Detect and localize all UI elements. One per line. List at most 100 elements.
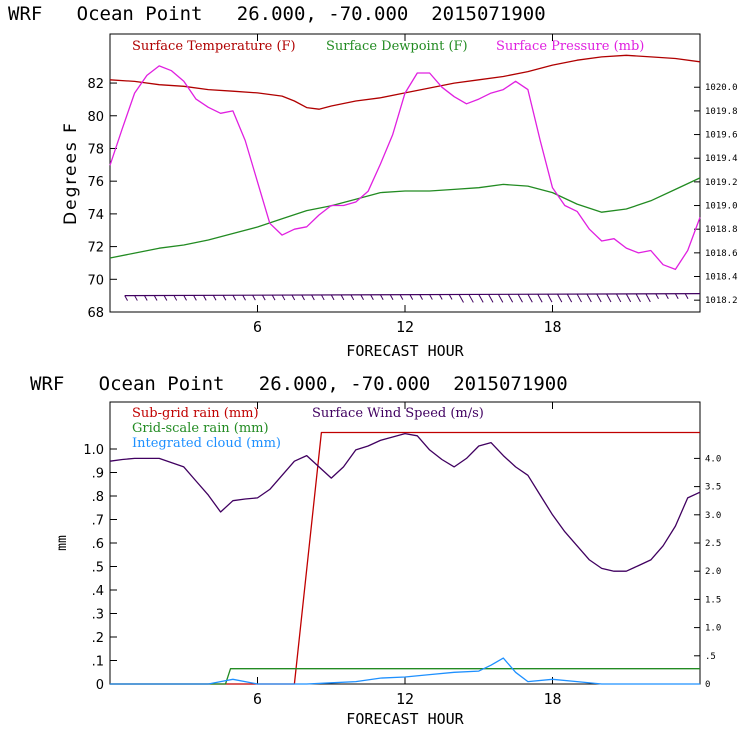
wind-barb [606,293,612,303]
x-tick-label: 18 [543,318,561,336]
wind-barb [674,293,679,299]
wind-speed-line [109,432,701,572]
x-axis-label: FORECAST HOUR [346,342,464,360]
x-tick-label: 18 [543,690,561,708]
pressure-line [109,65,701,271]
x-tick-label: 6 [253,690,262,708]
x-tick-label: 12 [396,318,414,336]
y-tick-label: 1.0 [83,443,104,458]
wind-barb [222,295,227,301]
wind-barb [143,295,148,301]
legend-wind-speed: Surface Wind Speed (m/s) [312,406,484,421]
wind-barb [134,295,138,301]
wind-barb [635,293,641,303]
x-ticks: 6 12 18 [253,34,562,336]
wind-barb [429,294,433,300]
wind-barb [311,294,315,301]
y2-tick-label: 1019.2 [705,178,738,188]
wind-barb [163,295,168,301]
y2-tick-label: 3.5 [705,483,721,493]
wind-barb [645,293,651,303]
wind-barb [242,294,246,301]
wind-barb [350,294,355,301]
y2-tick-label: 1019.6 [705,131,738,141]
legend-cloud: Integrated cloud (mm) [132,436,281,451]
legend-dewpoint: Surface Dewpoint (F) [326,39,468,54]
wind-barb [212,295,217,301]
wind-barb [271,294,276,301]
wind-barb [173,295,178,301]
wind-barb [596,293,602,303]
legend-temperature: Surface Temperature (F) [132,39,296,54]
wind-barb [438,294,443,300]
y-axis-label-2: mm [55,535,70,551]
y2-tick-label: 1018.6 [705,249,738,259]
legend-subgrid-rain: Sub-grid rain (mm) [132,406,259,421]
wind-barb [478,294,484,303]
wind-barb [615,293,622,303]
y2-tick-label: 1019.0 [705,202,738,212]
wind-barb [389,294,394,300]
y-tick-label: 74 [87,208,104,223]
x-ticks-2: 6 12 18 [253,402,562,708]
y-tick-label: 76 [87,175,104,190]
wind-barb [566,293,573,303]
wind-barb [399,294,404,300]
temperature-panel: WRF Ocean Point 26.000, -70.000 20150719… [8,3,738,360]
wind-barb [409,294,414,300]
chart-title-2: WRF Ocean Point 26.000, -70.000 20150719… [30,373,568,395]
y-tick-label: 82 [87,77,104,92]
y2-tick-label: 1.0 [705,624,721,634]
wind-barb [261,294,266,301]
y2-tick-label: .5 [705,652,716,662]
wind-barb [291,294,296,301]
wind-barb [586,293,592,303]
series-lines [109,54,701,271]
wind-barb-baseline [124,293,701,297]
wind-barb [193,295,197,301]
wind-barb [468,294,474,303]
wind-barb [153,295,158,301]
wind-barb [232,294,237,301]
wind-barb [340,294,345,301]
y-tick-label: 68 [87,306,104,321]
x-tick-label: 12 [396,690,414,708]
wind-barb [556,293,563,303]
x-axis-label-2: FORECAST HOUR [346,710,464,728]
wind-barb [281,294,286,301]
y2-tick-label: 3.0 [705,511,721,521]
y2-tick-label: 2.0 [705,567,721,577]
wind-barb [527,293,533,303]
x-tick-label: 6 [253,318,262,336]
y-tick-label: 72 [87,241,104,256]
series-lines-2 [109,431,701,685]
wind-barb [183,295,187,301]
wind-barb [547,293,553,303]
wind-barb [202,295,207,301]
plot-frame [109,33,701,313]
y-tick-label: 70 [87,273,104,288]
y-ticks: 68 70 72 74 76 78 80 82 [87,77,117,321]
wind-barb [320,294,325,301]
y-tick-label: 0 [96,678,104,693]
wind-barb [497,294,504,303]
wind-barb [458,294,464,303]
y-tick-label: .6 [92,537,104,552]
y-tick-label: .2 [92,631,104,646]
y-tick-label: .7 [92,514,104,529]
y2-ticks: 1018.2 1018.4 1018.6 1018.8 1019.0 1019.2 1019… [694,83,738,306]
wind-barb [655,293,659,300]
cloud-line [110,657,700,685]
y2-tick-label: 2.5 [705,539,721,549]
y2-tick-label: 1019.4 [705,154,738,164]
wind-barb [124,295,128,301]
legend-grid-rain: Grid-scale rain (mm) [132,421,269,436]
y-tick-label: .1 [92,655,104,670]
wind-barb [488,294,494,303]
wind-barb [370,294,374,301]
y-tick-label: .5 [92,561,104,576]
y2-tick-label: 1018.4 [705,273,738,283]
wind-barb [448,294,453,300]
temperature-line [109,54,701,110]
